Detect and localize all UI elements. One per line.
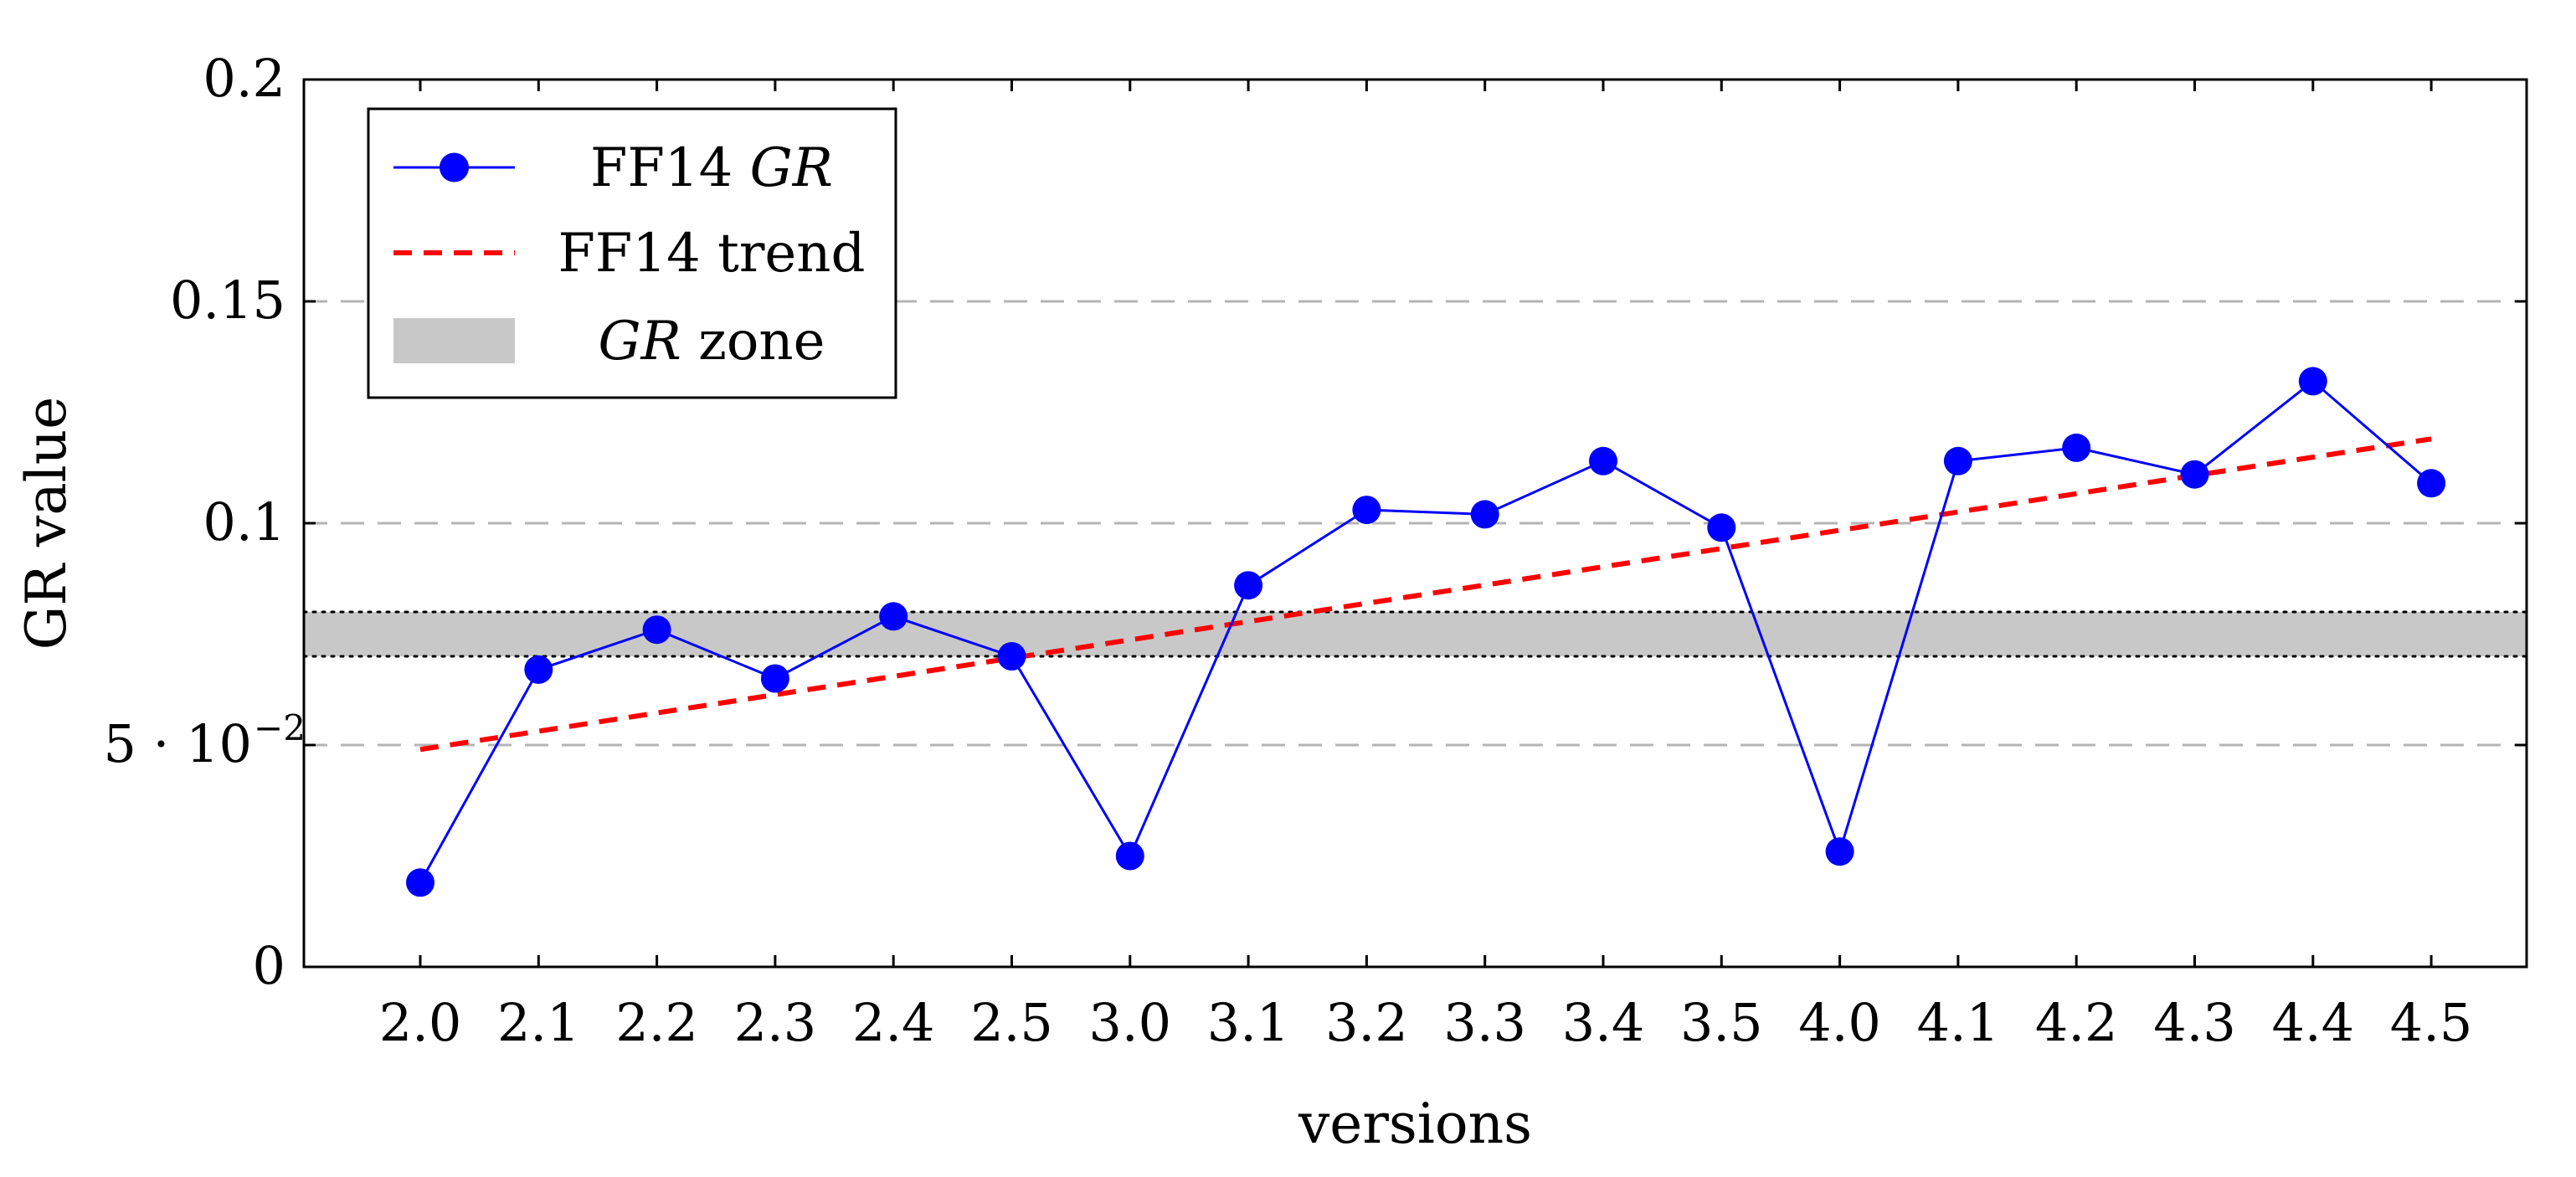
gr-data-point [1707,513,1736,542]
x-tick-label: 3.1 [1207,992,1290,1053]
x-tick-label: 4.5 [2390,992,2473,1053]
x-tick-label: 3.5 [1680,992,1763,1053]
gr-zone-fill [304,612,2527,656]
gr-series-line [419,379,2433,884]
x-tick-label: 3.0 [1088,992,1171,1053]
gr-data-point [2180,460,2209,489]
x-tick-label: 4.2 [2035,992,2118,1053]
legend-label-zone: GR zone [599,311,825,373]
y-axis-title: GR value [14,397,79,650]
x-tick-labels: 2.0 2.1 2.2 2.3 2.4 2.5 3.0 3.1 3.2 3.3 3.4 3.5 4.0 4… [379,80,2473,1053]
gr-data-point [642,615,671,645]
x-tick-label: 3.2 [1325,992,1408,1053]
x-tick-label: 3.3 [1443,992,1526,1053]
x-tick-label: 2.2 [615,992,698,1053]
trend-line-group [419,436,2432,753]
trend-line [419,436,2432,753]
x-tick-label: 4.3 [2153,992,2236,1053]
legend-label-zone-italic: GR [599,311,681,373]
gr-data-point [1589,446,1617,475]
gr-data-point [2417,469,2446,498]
x-tick-label: 2.3 [734,992,817,1053]
x-tick-label: 4.4 [2271,992,2354,1053]
gr-data-point [2062,433,2091,462]
x-tick-label: 2.4 [852,992,935,1053]
x-tick-label: 2.1 [497,992,580,1053]
x-tick-label: 2.5 [970,992,1053,1053]
y-tick-label: 0.1 [203,491,285,553]
legend: FF14 GR FF14 trend GR zone [367,107,897,399]
gr-data-point [1825,837,1854,866]
gr-data-point [524,655,553,684]
legend-label-trend: FF14 trend [558,223,866,285]
y-tick-label: 0.15 [170,270,285,331]
gr-data-point [1470,500,1499,529]
gr-data-point [879,602,908,631]
x-tick-label: 4.1 [1917,992,2000,1053]
y-tick-label: 5 · 10 [104,713,252,774]
y-tick-labels: 0 5 · 10 −2 0.1 0.15 0.2 [104,48,2527,996]
x-tick-label: 3.4 [1562,992,1645,1053]
x-tick-label: 4.0 [1798,992,1881,1053]
legend-zone-swatch [393,318,515,363]
gr-data-point [997,642,1026,671]
gr-data-point [406,868,434,897]
x-axis-title: versions [1298,1092,1532,1156]
gr-data-point [1943,446,1972,475]
gr-data-point [1352,496,1381,525]
y-tick-label: 0 [253,935,285,996]
legend-label-gr-italic: GR [750,137,833,199]
gr-data-point [2298,367,2327,396]
y-tick-exponent: −2 [254,707,306,748]
gr-data-point [1115,841,1144,871]
legend-gr-marker-swatch [440,152,469,182]
gr-data-point [760,664,789,693]
legend-label-gr-main: FF14 [590,137,733,199]
y-tick-label: 0.2 [203,48,285,109]
gr-zone-band [302,610,2528,658]
gr-series-group [406,367,2446,897]
gr-data-point [1234,571,1263,600]
legend-label-gr: FF14 GR [590,137,833,199]
legend-label-zone-main: zone [698,311,825,373]
x-tick-label: 2.0 [379,992,462,1053]
